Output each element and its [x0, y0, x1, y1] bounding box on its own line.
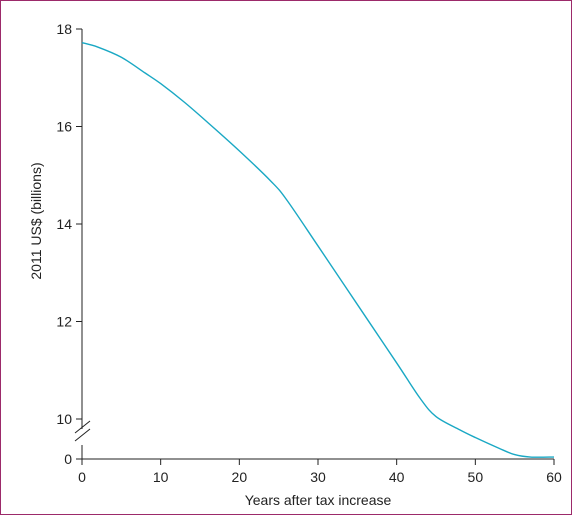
- y-tick-label-12: 12: [56, 314, 72, 330]
- x-tick-label-40: 40: [389, 469, 405, 485]
- axis-break-slash-2: [74, 428, 91, 442]
- tick-labels: 10 12 14 16 18 00 10 20 30 40 50 60: [56, 21, 562, 485]
- axes: [81, 29, 554, 460]
- y-axis-title: 2011 US$ (billions): [28, 162, 44, 279]
- y-tick-label-zero: 0: [64, 451, 72, 467]
- y-tick-label-18: 18: [56, 21, 72, 37]
- axis-break-marker: [74, 420, 91, 442]
- x-tick-label-50: 50: [468, 469, 484, 485]
- x-tick-label-10: 10: [153, 469, 169, 485]
- axis-break-slash-1: [74, 420, 91, 434]
- series-line-0: [81, 41, 555, 458]
- series-layer: [81, 41, 555, 458]
- y-tick-label-16: 16: [56, 119, 72, 135]
- tick-marks: [76, 28, 555, 465]
- x-axis-title: Years after tax increase: [245, 492, 392, 508]
- x-tick-label-20: 20: [232, 469, 248, 485]
- x-tick-label-30: 30: [310, 469, 326, 485]
- y-tick-label-14: 14: [56, 216, 72, 232]
- y-tick-label-10: 10: [56, 411, 72, 427]
- x-tick-label-60: 60: [546, 469, 562, 485]
- x-tick-label-0: 0: [78, 469, 86, 485]
